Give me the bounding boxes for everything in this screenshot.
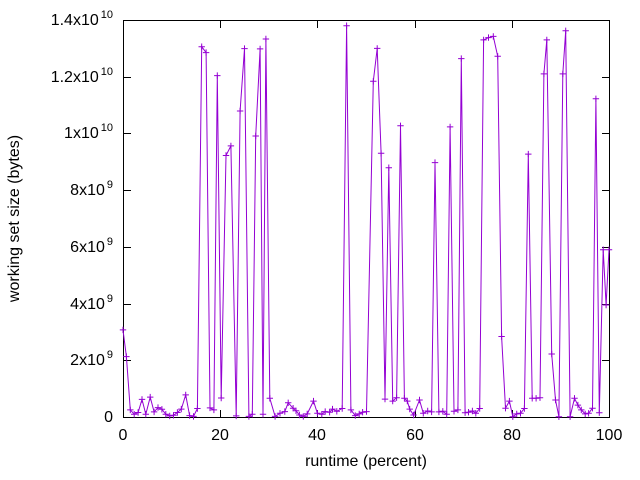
y-tick-label: 1.2x10 10 [51, 66, 113, 86]
y-tick-label: 6x10 9 [70, 236, 113, 256]
x-tick-label: 100 [596, 427, 623, 444]
y-tick-label: 4x10 9 [70, 293, 113, 313]
data-point-markers [119, 22, 613, 420]
x-tick-label: 40 [308, 427, 326, 444]
y-axis-title: working set size (bytes) [6, 135, 23, 303]
x-tick-label: 60 [406, 427, 424, 444]
plot-border [123, 20, 610, 418]
x-tick-label: 0 [119, 427, 128, 444]
x-tick-label: 80 [503, 427, 521, 444]
x-axis-title: runtime (percent) [305, 453, 427, 470]
y-tick-label: 8x10 9 [70, 179, 113, 199]
x-tick-label: 20 [211, 427, 229, 444]
y-tick-label: 1.4x10 10 [51, 9, 113, 29]
y-tick-label: 2x10 9 [70, 349, 113, 369]
y-tick-label: 0 [104, 409, 113, 426]
